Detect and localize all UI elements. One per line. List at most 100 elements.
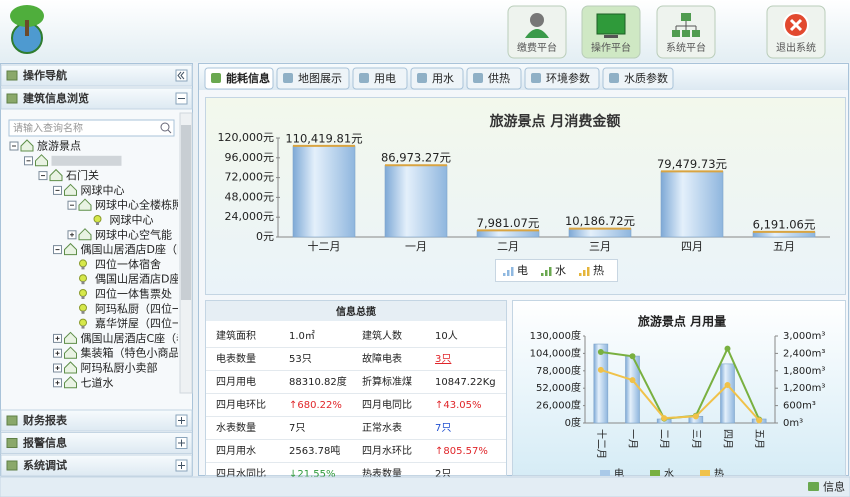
house-icon: [20, 139, 34, 152]
sidebar-section[interactable]: 操作导航: [0, 64, 193, 87]
tree-node[interactable]: 嘉华饼屋（四位一: [79, 316, 184, 330]
section-bar: [0, 454, 193, 477]
legend-item[interactable]: 电: [600, 467, 624, 480]
info-cell: ↑43.05%: [435, 400, 482, 411]
bulb-icon: [79, 318, 87, 327]
legend-label: 热: [593, 264, 604, 277]
tree-node[interactable]: 偶国山居酒店D座: [79, 272, 181, 286]
tree-node[interactable]: 偶国山居酒店C座（老: [53, 331, 188, 345]
bar: [593, 343, 609, 424]
sidebar-section[interactable]: 建筑信息浏览: [0, 87, 193, 110]
section-label: 建筑信息浏览: [23, 91, 89, 105]
tree-node[interactable]: 七道水: [53, 375, 114, 389]
bar: [292, 145, 356, 238]
tab-label: 用电: [374, 72, 396, 85]
legend-label: 电: [517, 264, 528, 277]
section-label: 财务报表: [22, 413, 68, 427]
tree-expander-sign: [70, 232, 74, 237]
y2-tick-label: 0m³: [783, 418, 803, 429]
legend-item[interactable]: 水: [541, 264, 566, 277]
tree-node[interactable]: 四位一体售票处: [79, 287, 173, 301]
header-button[interactable]: 缴费平台: [507, 5, 567, 59]
tree-node[interactable]: 偶国山居酒店D座（四: [53, 242, 188, 256]
section-bar: [0, 87, 193, 110]
search-input[interactable]: [8, 119, 175, 137]
tree-node[interactable]: 旅游景点: [9, 139, 81, 153]
logo: [10, 5, 44, 54]
legend-swatch: [549, 267, 552, 276]
legend-swatch: [700, 470, 710, 476]
tree-node[interactable]: 集装箱（特色小商品）: [53, 346, 191, 360]
button-icon: [692, 30, 700, 37]
value-label: 86,973.27元: [381, 151, 452, 165]
info-cell: 1.0㎡: [289, 330, 315, 342]
legend-item[interactable]: 热: [700, 467, 724, 480]
section-label: 系统调试: [23, 458, 67, 472]
section-icon: [6, 460, 18, 471]
tree-expander-sign: [55, 336, 60, 341]
header-button[interactable]: 系统平台: [656, 5, 716, 59]
tree-node[interactable]: [24, 154, 122, 167]
info-cell: 四月电环比: [216, 398, 266, 411]
tree-label: 网球中心空气能: [95, 227, 172, 241]
tree-node[interactable]: 石门关: [38, 168, 99, 182]
tab-label: 水质参数: [624, 71, 668, 85]
toggle-sign: [178, 462, 185, 469]
tree-label: 四位一体宿舍: [95, 257, 161, 271]
tree-node[interactable]: 四位一体宿舍: [79, 257, 162, 271]
info-cell: 7只: [435, 423, 451, 434]
legend-item[interactable]: 电: [503, 264, 528, 277]
x-tick-label: 三月: [589, 240, 611, 253]
tab-label: 能耗信息: [226, 71, 270, 85]
tab[interactable]: 环境参数: [524, 67, 600, 90]
x-tick-label: 一月: [627, 429, 639, 449]
tree-node[interactable]: 阿玛私厨（四位一: [79, 301, 184, 315]
tree-label: 偶国山居酒店D座: [95, 272, 180, 286]
tab[interactable]: 用水: [410, 67, 464, 90]
tab[interactable]: 能耗信息: [204, 67, 274, 90]
house-icon: [64, 242, 77, 256]
value-label: 79,479.73元: [657, 157, 728, 171]
tab-label: 供热: [488, 71, 510, 85]
tab-icon: [531, 73, 541, 83]
tab-frame: [204, 67, 274, 90]
button-icon: [672, 30, 680, 37]
button-label: 缴费平台: [517, 41, 557, 54]
button-icon: [525, 29, 549, 38]
status-label: 信息: [823, 480, 845, 494]
x-tick-label: 三月: [690, 429, 702, 449]
info-cell: 四月用水: [216, 445, 256, 457]
tab[interactable]: 供热: [466, 67, 522, 90]
tab-icon: [283, 73, 293, 83]
search-icon: [160, 122, 170, 132]
legend-label: 电: [614, 467, 624, 480]
line-marker: [756, 417, 763, 424]
sidebar-section[interactable]: 财务报表: [0, 409, 193, 432]
tree-node[interactable]: 阿玛私厨小卖部: [53, 361, 158, 375]
section-icon: [6, 70, 18, 81]
tab[interactable]: 水质参数: [602, 67, 674, 90]
legend-item[interactable]: 热: [579, 264, 604, 277]
scroll-thumb[interactable]: [181, 125, 191, 300]
line-marker: [629, 377, 636, 384]
legend-swatch: [541, 273, 544, 276]
tree-node[interactable]: 网球中心: [93, 213, 154, 227]
sidebar-section[interactable]: 系统调试: [0, 454, 193, 477]
toggle-sign: [178, 417, 185, 424]
info-cell: 3只: [435, 354, 451, 365]
chart-title: 旅游景点 月用量: [638, 314, 726, 329]
tree-node[interactable]: 网球中心空气能: [67, 227, 172, 241]
tree-node[interactable]: 网球中心全楼栋照明: [67, 198, 194, 212]
legend-item[interactable]: 水: [650, 468, 674, 480]
header-button[interactable]: 退出系统: [766, 5, 826, 59]
sidebar-section[interactable]: 报警信息: [0, 432, 193, 454]
tab[interactable]: 地图展示: [276, 67, 350, 90]
chart-title: 旅游景点 月消费金额: [490, 113, 621, 130]
tab[interactable]: 用电: [352, 67, 408, 90]
info-panel: [205, 300, 507, 476]
header-button[interactable]: 操作平台: [581, 5, 641, 59]
tree-node[interactable]: 网球中心: [53, 183, 125, 197]
search-placeholder: 请输入查询名称: [13, 122, 83, 135]
x-tick-label: 十二月: [595, 429, 608, 459]
